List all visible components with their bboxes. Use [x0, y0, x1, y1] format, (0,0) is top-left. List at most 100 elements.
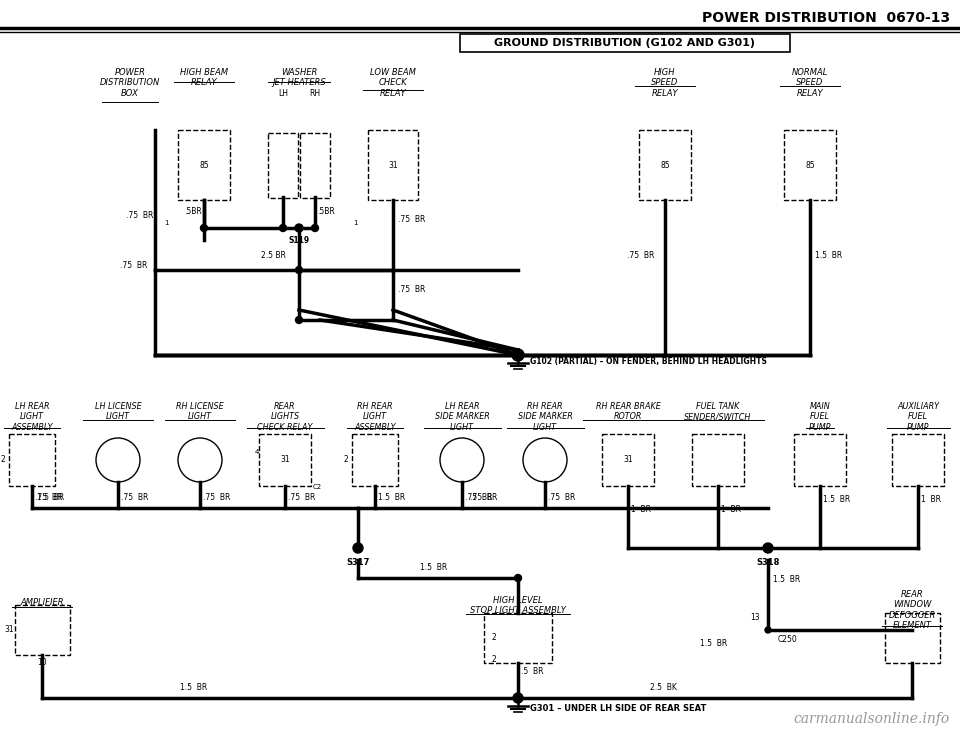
Text: NORMAL
SPEED
RELAY: NORMAL SPEED RELAY: [792, 68, 828, 98]
Text: 1  BR: 1 BR: [921, 495, 941, 504]
Bar: [784, 130, 836, 200]
Text: .5  BR: .5 BR: [521, 668, 543, 677]
Bar: [9, 434, 55, 486]
Circle shape: [295, 224, 303, 232]
Text: RH: RH: [309, 89, 321, 98]
Text: .75  BR: .75 BR: [398, 216, 425, 225]
Text: 2: 2: [492, 633, 496, 642]
Bar: [892, 434, 944, 486]
Text: C2: C2: [313, 484, 323, 490]
Text: 1.5  BR: 1.5 BR: [37, 493, 64, 502]
Text: AUXILIARY
FUEL
PUMP: AUXILIARY FUEL PUMP: [897, 402, 939, 432]
Text: 1: 1: [164, 220, 169, 226]
Circle shape: [279, 225, 286, 231]
Text: S317: S317: [347, 558, 370, 567]
Text: 2: 2: [344, 456, 348, 465]
Text: .5BR: .5BR: [317, 207, 335, 216]
Bar: [352, 434, 398, 486]
Text: RH LICENSE
LIGHT: RH LICENSE LIGHT: [177, 402, 224, 421]
Text: LOW BEAM
CHECK
RELAY: LOW BEAM CHECK RELAY: [370, 68, 416, 98]
Text: AMPLIFIER: AMPLIFIER: [20, 598, 63, 607]
Text: HIGH
SPEED
RELAY: HIGH SPEED RELAY: [651, 68, 679, 98]
Text: 2: 2: [492, 656, 496, 665]
Text: LH: LH: [278, 89, 288, 98]
Bar: [602, 434, 654, 486]
Text: 85: 85: [805, 160, 815, 169]
Text: G102 (PARTIAL) – ON FENDER, BEHIND LH HEADLIGHTS: G102 (PARTIAL) – ON FENDER, BEHIND LH HE…: [530, 357, 767, 366]
Text: RH REAR
SIDE MARKER
LIGHT: RH REAR SIDE MARKER LIGHT: [517, 402, 572, 432]
Text: REAR
LIGHTS
CHECK RELAY: REAR LIGHTS CHECK RELAY: [257, 402, 313, 432]
Text: 13: 13: [751, 613, 760, 622]
Circle shape: [353, 543, 363, 553]
Text: LH REAR
LIGHT
ASSEMBLY: LH REAR LIGHT ASSEMBLY: [12, 402, 53, 432]
Text: .75  BR: .75 BR: [548, 492, 575, 501]
Bar: [259, 434, 311, 486]
Text: .75  BR: .75 BR: [35, 492, 62, 501]
Text: S119: S119: [288, 236, 309, 245]
Circle shape: [765, 627, 771, 633]
Text: .75  BR: .75 BR: [288, 492, 316, 501]
Text: 4: 4: [254, 449, 259, 455]
Text: 1  BR: 1 BR: [721, 506, 741, 515]
Bar: [178, 130, 230, 200]
Text: 10: 10: [37, 658, 47, 667]
Text: 1.5  BR: 1.5 BR: [823, 495, 851, 504]
Bar: [884, 613, 940, 663]
Text: LH LICENSE
LIGHT: LH LICENSE LIGHT: [95, 402, 141, 421]
Text: REAR
WINDOW
DEFOGGER
ELEMENT: REAR WINDOW DEFOGGER ELEMENT: [888, 590, 936, 630]
Text: G301 – UNDER LH SIDE OF REAR SEAT: G301 – UNDER LH SIDE OF REAR SEAT: [530, 704, 707, 713]
Text: .5BR: .5BR: [184, 207, 202, 216]
Bar: [268, 133, 298, 198]
Text: 2.5  BK: 2.5 BK: [650, 683, 677, 692]
Circle shape: [296, 266, 302, 274]
Text: FUEL TANK
SENDER/SWITCH: FUEL TANK SENDER/SWITCH: [684, 402, 752, 421]
Text: .75  BR: .75 BR: [465, 492, 492, 501]
Circle shape: [296, 316, 302, 324]
Text: S318: S318: [756, 558, 780, 567]
Text: RH REAR BRAKE
ROTOR: RH REAR BRAKE ROTOR: [595, 402, 660, 421]
Text: GROUND DISTRIBUTION (G102 AND G301): GROUND DISTRIBUTION (G102 AND G301): [494, 38, 756, 48]
Text: 1  BR: 1 BR: [631, 506, 651, 515]
Bar: [460, 34, 790, 52]
Text: 1.5  BR: 1.5 BR: [700, 639, 728, 648]
Circle shape: [513, 693, 523, 703]
Circle shape: [311, 225, 319, 231]
Text: .75  BR: .75 BR: [627, 251, 655, 260]
Text: .75  BR: .75 BR: [121, 492, 149, 501]
Bar: [639, 130, 691, 200]
Text: .75  BR: .75 BR: [398, 286, 425, 295]
Text: 31: 31: [5, 625, 14, 635]
Text: .75  BR: .75 BR: [203, 492, 230, 501]
Text: 2: 2: [0, 456, 5, 465]
Text: POWER DISTRIBUTION  0670-13: POWER DISTRIBUTION 0670-13: [702, 11, 950, 25]
Text: .75  BR: .75 BR: [470, 493, 497, 502]
Text: C250: C250: [778, 636, 798, 645]
Circle shape: [512, 349, 524, 361]
Text: .75  BR: .75 BR: [126, 210, 153, 219]
Bar: [794, 434, 846, 486]
Text: 31: 31: [623, 456, 633, 465]
Text: POWER
DISTRIBUTION
BOX: POWER DISTRIBUTION BOX: [100, 68, 160, 98]
Text: 31: 31: [280, 456, 290, 465]
Text: 85: 85: [660, 160, 670, 169]
Text: WASHER
JET HEATERS: WASHER JET HEATERS: [272, 68, 325, 87]
Text: 31: 31: [388, 160, 397, 169]
Bar: [692, 434, 744, 486]
Text: 1.5  BR: 1.5 BR: [378, 492, 405, 501]
Text: 85: 85: [199, 160, 209, 169]
Text: 1.5  BR: 1.5 BR: [773, 575, 801, 585]
Text: 2.5 BR: 2.5 BR: [261, 251, 286, 260]
Bar: [484, 613, 552, 663]
Text: .75  BR: .75 BR: [120, 260, 148, 269]
Circle shape: [201, 225, 207, 231]
Text: 1.5  BR: 1.5 BR: [180, 683, 207, 692]
Text: carmanualsonline.info: carmanualsonline.info: [794, 712, 950, 726]
Text: MAIN
FUEL
PUMP: MAIN FUEL PUMP: [808, 402, 831, 432]
Bar: [14, 605, 69, 655]
Text: HIGH BEAM
RELAY: HIGH BEAM RELAY: [180, 68, 228, 87]
Text: LH REAR
SIDE MARKER
LIGHT: LH REAR SIDE MARKER LIGHT: [435, 402, 490, 432]
Text: HIGH LEVEL
STOP LIGHT ASSEMBLY: HIGH LEVEL STOP LIGHT ASSEMBLY: [470, 596, 566, 615]
Text: 1.5  BR: 1.5 BR: [815, 251, 842, 260]
Bar: [300, 133, 330, 198]
Text: 1: 1: [353, 220, 357, 226]
